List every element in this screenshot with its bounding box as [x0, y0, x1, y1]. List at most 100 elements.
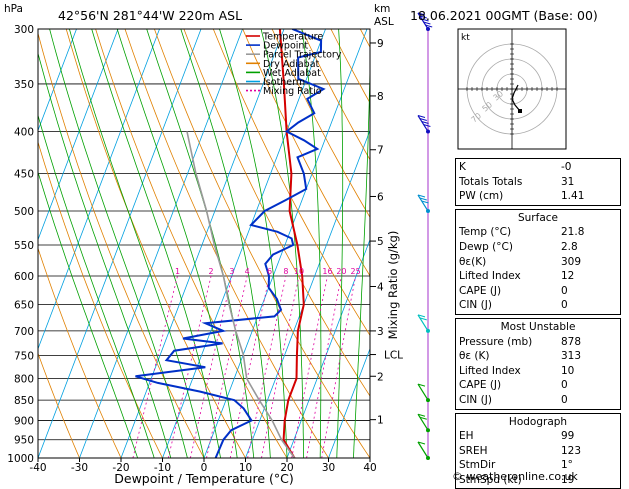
chart-title: 42°56'N 281°44'W 220m ASL: [58, 8, 242, 23]
surface-row: Dewp (°C) 2.8: [459, 240, 617, 255]
surface-row: CAPE (J) 0: [459, 284, 617, 299]
pressure-tick-label: 800: [14, 373, 34, 385]
hodograph-stat-value: 99: [561, 429, 617, 444]
wind-barb-shaft: [418, 315, 428, 331]
surface-value: 0: [561, 298, 617, 313]
surface-label: CAPE (J): [459, 284, 501, 299]
mixing-ratio-line: [207, 276, 248, 458]
mixing-ratio-label: 8: [283, 267, 288, 276]
most-unstable-title: Most Unstable: [459, 320, 617, 335]
surface-value: 0: [561, 284, 617, 299]
most-unstable-row: CIN (J) 0: [459, 393, 617, 408]
index-label: PW (cm): [459, 189, 503, 204]
surface-title: Surface: [459, 211, 617, 226]
y-unit-hpa: hPa: [4, 3, 23, 15]
index-label: Totals Totals: [459, 175, 522, 190]
pressure-tick-label: 350: [14, 79, 34, 91]
index-value: -0: [561, 160, 617, 175]
pressure-tick-label: 700: [14, 326, 34, 338]
footer-credit[interactable]: © weatheronline.co.uk: [452, 470, 578, 483]
altitude-tick-label: 7: [377, 145, 384, 157]
dry-adiabat-line: [625, 29, 629, 458]
surface-label: CIN (J): [459, 298, 492, 313]
mixing-ratio-label: 20: [336, 267, 346, 276]
most-unstable-label: Lifted Index: [459, 364, 521, 379]
most-unstable-value: 0: [561, 393, 617, 408]
mixing-ratio-label: 3: [229, 267, 234, 276]
most-unstable-value: 10: [561, 364, 617, 379]
datetime-label: 18.06.2021 00GMT (Base: 00): [410, 8, 598, 23]
pressure-tick-label: 950: [14, 435, 34, 447]
most-unstable-label: Pressure (mb): [459, 335, 532, 350]
pressure-tick-label: 750: [14, 350, 34, 362]
pressure-tick-label: 500: [14, 206, 34, 218]
y-unit-asl: ASL: [374, 16, 394, 28]
most-unstable-row: CAPE (J)0: [459, 378, 617, 393]
most-unstable-label: CIN (J): [459, 393, 492, 408]
altitude-tick-label: LCL: [384, 350, 403, 362]
most-unstable-value: 0: [561, 378, 617, 393]
altitude-tick-label: 1: [377, 415, 384, 427]
surface-value: 309: [561, 255, 617, 270]
wet-adiabat-line: [147, 29, 254, 458]
index-row: K -0: [459, 160, 617, 175]
wet-adiabat-line: [32, 29, 171, 458]
pressure-tick-label: 600: [14, 271, 34, 283]
hodograph-stat-row: EH 99: [459, 429, 617, 444]
most-unstable-row: Pressure (mb) 878: [459, 335, 617, 350]
x-tick-label: 30: [322, 462, 335, 474]
x-axis-label: Dewpoint / Temperature (°C): [114, 471, 293, 486]
legend-label: Mixing Ratio: [263, 86, 322, 97]
hodograph-kt-label: kt: [461, 33, 470, 43]
altitude-tick-label: 2: [377, 371, 384, 383]
pressure-tick-label: 450: [14, 168, 34, 180]
pressure-tick-label: 900: [14, 415, 34, 427]
x-tick-label: -40: [29, 462, 46, 474]
hodograph-stat-label: EH: [459, 429, 474, 444]
wet-adiabat-line: [50, 29, 188, 458]
surface-label: Lifted Index: [459, 269, 521, 284]
surface-label: θε(K): [459, 255, 486, 270]
surface-label: Dewp (°C): [459, 240, 513, 255]
most-unstable-value: 878: [561, 335, 617, 350]
most-unstable-value: 313: [561, 349, 617, 364]
wet-adiabat-line: [92, 29, 221, 458]
wet-adiabat-line: [15, 29, 154, 458]
hodograph-title: Hodograph: [459, 415, 617, 430]
mixing-ratio-label: 6: [267, 267, 272, 276]
most-unstable-row: Lifted Index 10: [459, 364, 617, 379]
altitude-tick-label: 3: [377, 326, 384, 338]
altitude-tick-label: 5: [377, 236, 384, 248]
isotherm-line: [80, 29, 243, 458]
most-unstable-label: θε (K): [459, 349, 490, 364]
mixing-ratio-label: 25: [351, 267, 361, 276]
wind-barb-shaft: [418, 116, 428, 132]
dry-adiabat-line: [96, 29, 287, 458]
altitude-tick-label: 4: [377, 282, 384, 294]
wet-adiabat-line: [181, 29, 271, 458]
index-row: PW (cm)1.41: [459, 189, 617, 204]
mixing-ratio-label: 4: [245, 267, 250, 276]
surface-value: 21.8: [561, 225, 617, 240]
pressure-tick-label: 650: [14, 300, 34, 312]
pressure-tick-label: 550: [14, 240, 34, 252]
wind-barb-shaft: [418, 442, 428, 458]
index-label: K: [459, 160, 466, 175]
wet-adiabat-line: [337, 29, 343, 458]
surface-label: Temp (°C): [459, 225, 511, 240]
wind-barb-shaft: [418, 195, 428, 211]
surface-box: Surface Temp (°C) 21.8 Dewp (°C) 2.8 θε(K) 30…: [455, 209, 621, 315]
x-tick-label: 40: [363, 462, 376, 474]
mixing-ratio-line: [190, 276, 232, 458]
surface-value: 2.8: [561, 240, 617, 255]
pressure-tick-label: 850: [14, 395, 34, 407]
wind-barb-shaft: [418, 384, 428, 400]
mixing-ratio-label: 2: [209, 267, 214, 276]
altitude-tick-label: 8: [377, 91, 384, 103]
wind-barb-shaft: [418, 414, 428, 430]
